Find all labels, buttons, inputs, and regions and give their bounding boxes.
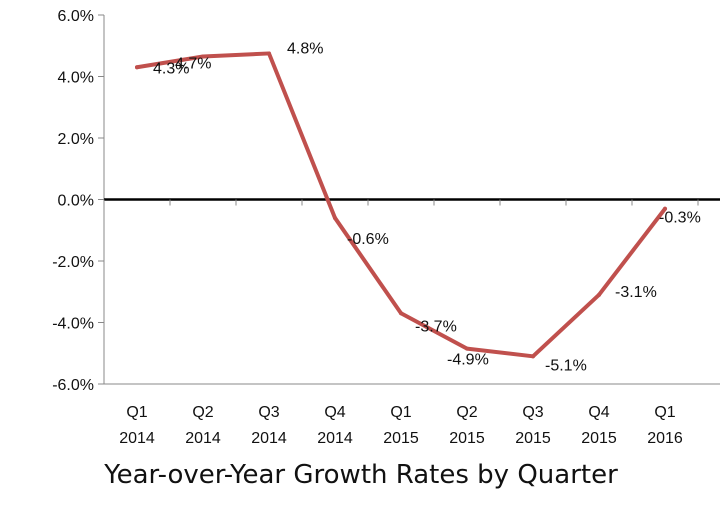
y-axis: 6.0% 4.0% 2.0% 0.0% -2.0% -4.0% -6.0% [52, 8, 105, 394]
data-label: -0.3% [659, 210, 701, 227]
y-tick-label: -4.0% [52, 316, 94, 333]
line-chart: 6.0% 4.0% 2.0% 0.0% -2.0% -4.0% -6.0% Q1 2014 Q2… [52, 8, 720, 447]
x-tick-label-year: 2015 [515, 430, 551, 447]
data-label: 4.7% [175, 56, 211, 73]
x-tick-label-year: 2014 [251, 430, 287, 447]
x-tick-label-quarter: Q1 [390, 404, 411, 421]
y-tick-label: -2.0% [52, 254, 94, 271]
chart-title: Year-over-Year Growth Rates by Quarter [104, 460, 618, 490]
y-tick-label: 0.0% [58, 193, 94, 210]
data-labels: 4.3%4.7% 4.8% -0.6% -3.7% -4.9% -5.1% -3.1% -0.… [153, 40, 701, 374]
y-tick-label: -6.0% [52, 377, 94, 394]
x-tick-label-quarter: Q4 [588, 404, 609, 421]
x-tick-label-quarter: Q2 [456, 404, 477, 421]
data-label: -0.6% [347, 231, 389, 248]
data-label: -3.1% [615, 284, 657, 301]
x-tick-label-year: 2015 [383, 430, 419, 447]
data-label: -3.7% [415, 318, 457, 335]
x-tick-label-quarter: Q3 [258, 404, 279, 421]
data-label: 4.3% [153, 60, 189, 77]
x-tick-label-year: 2016 [647, 430, 683, 447]
x-tick-label-quarter: Q3 [522, 404, 543, 421]
data-point [201, 54, 205, 59]
y-tick-label: 2.0% [58, 131, 94, 148]
x-axis: Q1 2014 Q2 2014 Q3 2014 Q4 2014 Q1 2015 Q2 2015 Q3 20… [103, 198, 720, 447]
x-tick-label-year: 2014 [317, 430, 353, 447]
data-label: -4.9% [447, 352, 489, 369]
series-line [135, 51, 667, 359]
x-tick-label-year: 2014 [119, 430, 155, 447]
data-point [597, 292, 601, 297]
data-label: -5.1% [545, 357, 587, 374]
data-point [333, 215, 337, 220]
x-tick-label-quarter: Q4 [324, 404, 345, 421]
data-point [465, 346, 469, 351]
data-point [267, 51, 271, 56]
x-tick-label-year: 2014 [185, 430, 221, 447]
y-tick-label: 6.0% [58, 8, 94, 25]
x-tick-label-quarter: Q1 [654, 404, 675, 421]
data-point [135, 65, 139, 70]
y-tick-label: 4.0% [58, 70, 94, 87]
x-tick-label-quarter: Q2 [192, 404, 213, 421]
data-point [663, 206, 667, 211]
x-tick-label-year: 2015 [449, 430, 485, 447]
x-tick-label-year: 2015 [581, 430, 617, 447]
series-layer [135, 51, 667, 359]
x-tick-label-quarter: Q1 [126, 404, 147, 421]
data-point [531, 354, 535, 359]
data-label: 4.8% [287, 40, 323, 57]
data-point [399, 311, 403, 316]
